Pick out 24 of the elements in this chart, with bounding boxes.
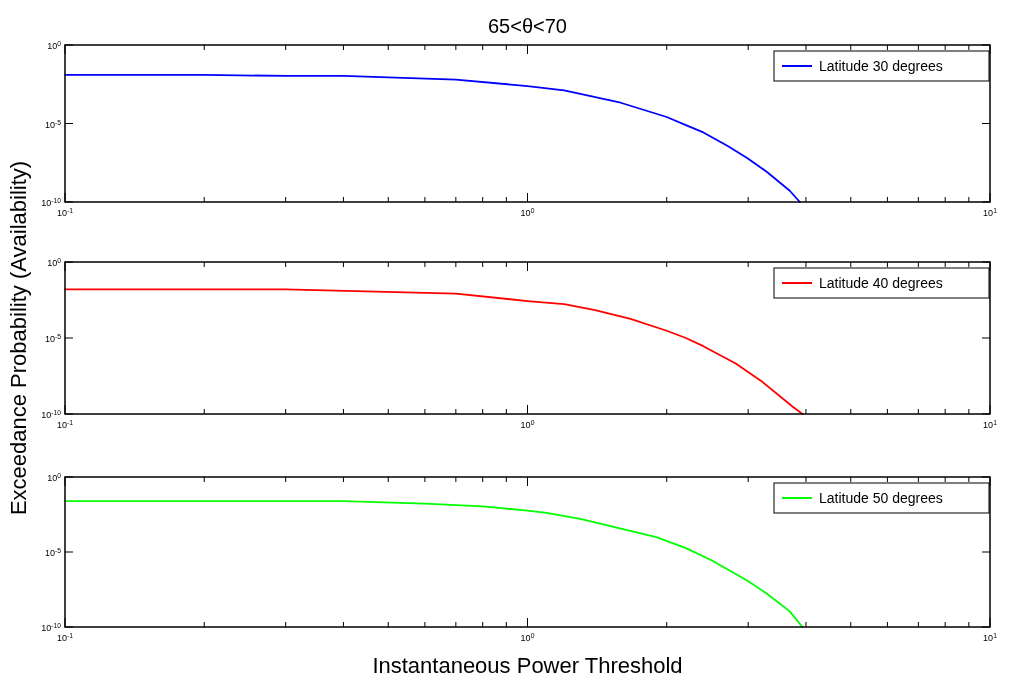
x-tick-label: 10$^{1}$ xyxy=(983,206,998,218)
y-tick-label: 10$^{0}$ xyxy=(47,39,62,51)
y-tick-label: 10$^{-5}$ xyxy=(44,118,62,130)
y-tick-label: 10$^{-10}$ xyxy=(41,621,62,633)
chart-title: 65<θ<70 xyxy=(488,15,567,37)
legend-label: Latitude 40 degrees xyxy=(819,275,943,291)
x-tick-label: 10$^{-1}$ xyxy=(56,206,74,218)
y-tick-label: 10$^{0}$ xyxy=(47,256,62,268)
x-tick-label: 10$^{0}$ xyxy=(520,206,535,218)
y-tick-label: 10$^{-10}$ xyxy=(41,196,62,208)
x-tick-label: 10$^{0}$ xyxy=(520,418,535,430)
y-tick-label: 10$^{-5}$ xyxy=(44,332,62,344)
y-tick-label: 10$^{0}$ xyxy=(47,471,62,483)
y-tick-label: 10$^{-10}$ xyxy=(41,408,62,420)
x-tick-label: 10$^{-1}$ xyxy=(56,418,74,430)
legend-label: Latitude 50 degrees xyxy=(819,490,943,506)
legend-label: Latitude 30 degrees xyxy=(819,58,943,74)
x-tick-label: 10$^{1}$ xyxy=(983,631,998,643)
x-tick-label: 10$^{0}$ xyxy=(520,631,535,643)
x-tick-label: 10$^{-1}$ xyxy=(56,631,74,643)
x-tick-label: 10$^{1}$ xyxy=(983,418,998,430)
y-tick-label: 10$^{-5}$ xyxy=(44,546,62,558)
x-axis-title: Instantaneous Power Threshold xyxy=(372,653,683,678)
y-axis-title: Exceedance Probability (Availability) xyxy=(6,160,31,516)
